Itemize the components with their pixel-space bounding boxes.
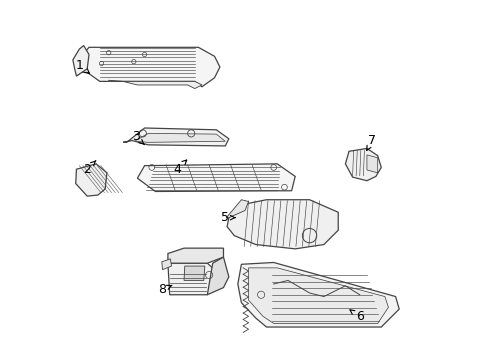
Text: 7: 7 xyxy=(367,134,376,150)
Text: 8: 8 xyxy=(159,283,172,296)
Polygon shape xyxy=(184,266,205,280)
Polygon shape xyxy=(76,164,107,196)
Polygon shape xyxy=(136,134,225,142)
Polygon shape xyxy=(367,155,378,173)
Polygon shape xyxy=(168,248,223,263)
Polygon shape xyxy=(162,259,172,270)
Text: 1: 1 xyxy=(75,59,90,73)
Polygon shape xyxy=(238,262,399,327)
Polygon shape xyxy=(345,148,381,181)
Polygon shape xyxy=(207,257,229,295)
Polygon shape xyxy=(137,164,295,192)
Polygon shape xyxy=(226,200,248,218)
Polygon shape xyxy=(248,268,389,323)
Polygon shape xyxy=(109,80,202,89)
Polygon shape xyxy=(76,47,220,87)
Polygon shape xyxy=(73,45,89,76)
Polygon shape xyxy=(227,200,338,249)
Text: 6: 6 xyxy=(350,310,364,324)
Polygon shape xyxy=(168,263,215,295)
Text: 3: 3 xyxy=(132,130,145,145)
Text: 5: 5 xyxy=(221,211,235,224)
Text: 4: 4 xyxy=(173,160,187,176)
Polygon shape xyxy=(123,128,229,146)
Text: 2: 2 xyxy=(83,161,96,176)
